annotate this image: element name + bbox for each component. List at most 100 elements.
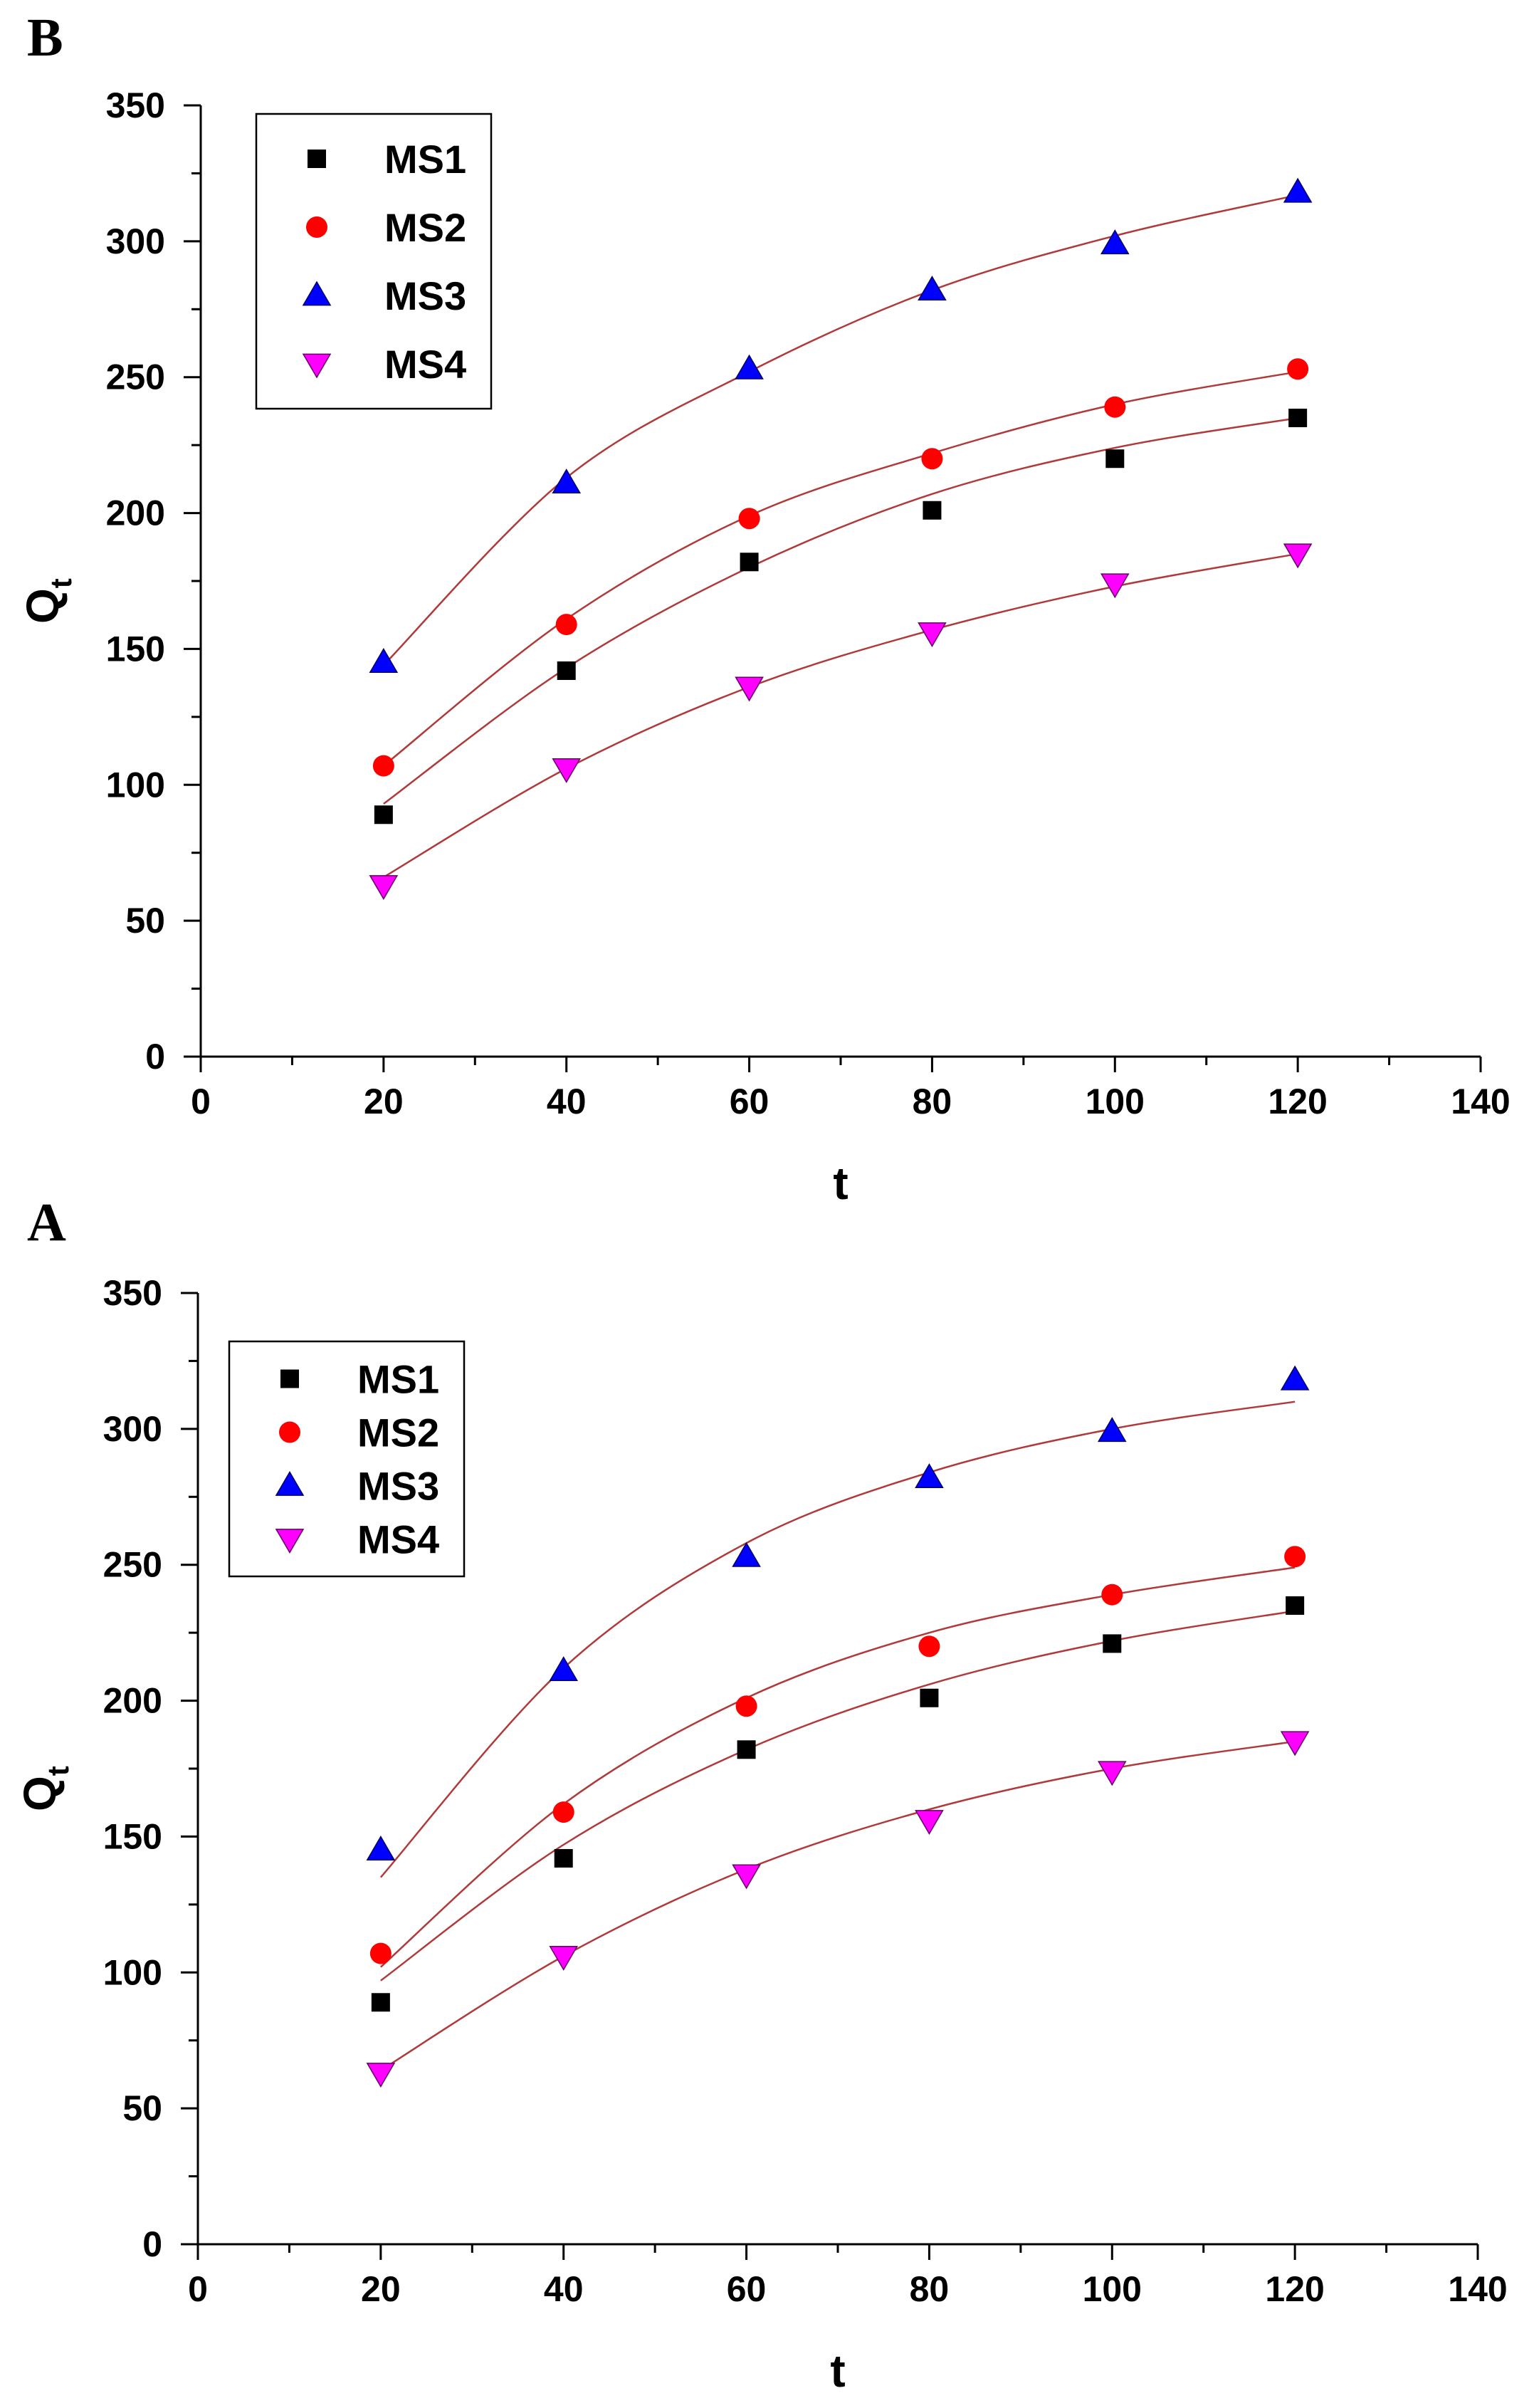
legend-label-ms1: MS1 xyxy=(384,137,466,182)
legend-box xyxy=(255,112,493,410)
legend-marker-ms4 xyxy=(275,1529,305,1554)
x-tick-label: 120 xyxy=(1268,1082,1327,1121)
legend-label-ms2: MS2 xyxy=(384,205,466,250)
data-point-ms1 xyxy=(737,1740,756,1759)
x-tick-label: 80 xyxy=(910,2269,950,2309)
y-tick-label: 100 xyxy=(106,765,165,805)
data-point-ms3 xyxy=(1100,229,1130,255)
x-tick-label: 40 xyxy=(547,1082,587,1121)
data-point-ms4 xyxy=(732,1864,761,1890)
y-tick-label: 0 xyxy=(142,2224,162,2264)
data-point-ms3 xyxy=(1280,1365,1310,1391)
y-tick-label: 50 xyxy=(122,2088,162,2128)
data-point-ms2 xyxy=(1284,1546,1306,1568)
data-point-ms4 xyxy=(1283,543,1313,569)
data-point-ms1 xyxy=(371,1993,390,2012)
data-point-ms1 xyxy=(740,553,759,572)
legend-marker-ms3 xyxy=(275,1471,305,1496)
data-point-ms2 xyxy=(372,755,394,777)
data-point-ms1 xyxy=(1103,1634,1122,1653)
x-tick-label: 100 xyxy=(1086,1082,1145,1121)
x-tick-label: 40 xyxy=(544,2269,584,2309)
x-axis-title: t xyxy=(830,2345,845,2397)
data-point-ms2 xyxy=(1287,358,1309,380)
legend: MS1 MS2 MS3 MS4 xyxy=(255,112,493,410)
x-tick-label: 60 xyxy=(730,1082,769,1121)
y-tick-label: 100 xyxy=(103,1952,162,1992)
legend-marker-ms4 xyxy=(302,353,332,379)
legend-marker-ms1 xyxy=(280,1369,299,1388)
y-tick-label: 350 xyxy=(106,85,165,125)
legend-marker-ms2 xyxy=(279,1421,300,1443)
data-point-ms3 xyxy=(1283,177,1313,203)
x-tick-label: 0 xyxy=(191,1082,211,1121)
fit-line-ms4 xyxy=(383,553,1298,879)
data-point-ms1 xyxy=(557,661,576,680)
x-tick-label: 140 xyxy=(1448,2269,1507,2309)
data-point-ms3 xyxy=(549,1656,579,1682)
data-point-ms2 xyxy=(918,1635,940,1658)
data-point-ms1 xyxy=(1105,449,1125,468)
y-tick-label: 300 xyxy=(103,1409,162,1449)
data-point-ms1 xyxy=(923,501,942,520)
fit-line-ms1 xyxy=(380,1610,1296,1982)
x-tick-label: 80 xyxy=(913,1082,952,1121)
data-point-ms3 xyxy=(915,1463,944,1488)
fit-line-ms3 xyxy=(382,194,1298,666)
data-point-ms2 xyxy=(921,448,943,470)
y-tick-label: 250 xyxy=(103,1545,162,1585)
data-point-ms4 xyxy=(1100,573,1130,599)
data-point-ms4 xyxy=(735,676,764,702)
x-axis-title: t xyxy=(833,1158,848,1209)
y-tick-label: 50 xyxy=(125,901,165,941)
x-tick-label: 100 xyxy=(1083,2269,1142,2309)
data-point-ms1 xyxy=(1286,1596,1305,1615)
data-point-ms3 xyxy=(735,354,764,379)
data-point-ms4 xyxy=(915,1810,944,1836)
data-point-ms4 xyxy=(549,1945,579,1971)
data-point-ms1 xyxy=(1288,408,1308,427)
fit-line-ms2 xyxy=(383,370,1298,767)
legend-label-ms4: MS4 xyxy=(357,1517,439,1562)
data-point-ms3 xyxy=(369,648,399,673)
legend-box xyxy=(228,1340,466,1578)
y-tick-label: 0 xyxy=(145,1037,165,1077)
data-point-ms4 xyxy=(552,758,582,783)
legend-marker-ms1 xyxy=(308,150,326,168)
data-point-ms2 xyxy=(552,1801,574,1823)
y-axis-title: Qt xyxy=(14,1766,75,1811)
legend-marker-ms3 xyxy=(302,281,332,306)
fit-line-ms2 xyxy=(380,1566,1296,1968)
data-point-ms3 xyxy=(552,468,582,494)
data-point-ms2 xyxy=(738,508,760,530)
data-point-ms3 xyxy=(1097,1417,1127,1443)
legend-label-ms1: MS1 xyxy=(357,1357,439,1402)
data-point-ms4 xyxy=(369,875,399,901)
panel-label: B xyxy=(27,8,63,68)
data-point-ms4 xyxy=(366,2063,396,2088)
x-tick-label: 60 xyxy=(727,2269,767,2309)
x-tick-label: 20 xyxy=(361,2269,401,2309)
fit-line-ms4 xyxy=(380,1740,1296,2071)
y-axis-title: Qt xyxy=(17,578,78,624)
fit-line-ms1 xyxy=(383,417,1298,805)
y-tick-label: 200 xyxy=(103,1681,162,1721)
y-tick-label: 250 xyxy=(106,357,165,397)
data-point-ms2 xyxy=(735,1695,757,1717)
data-point-ms3 xyxy=(366,1836,396,1860)
x-tick-label: 120 xyxy=(1265,2269,1324,2309)
data-point-ms3 xyxy=(918,276,947,300)
data-point-ms1 xyxy=(374,805,393,825)
legend-marker-ms2 xyxy=(306,216,327,238)
data-point-ms3 xyxy=(732,1541,761,1567)
data-point-ms2 xyxy=(1104,396,1126,418)
chart-panel-A: A 0 20 40 60 80 100 120 140 0 50 100 150 200 250 300 350… xyxy=(14,1193,1508,2397)
y-tick-label: 350 xyxy=(103,1273,162,1313)
x-tick-label: 0 xyxy=(188,2269,208,2309)
data-point-ms2 xyxy=(555,614,577,636)
y-tick-label: 150 xyxy=(103,1816,162,1856)
y-tick-label: 200 xyxy=(106,493,165,533)
data-point-ms4 xyxy=(1280,1731,1310,1757)
y-tick-label: 150 xyxy=(106,629,165,669)
y-tick-label: 300 xyxy=(106,221,165,261)
